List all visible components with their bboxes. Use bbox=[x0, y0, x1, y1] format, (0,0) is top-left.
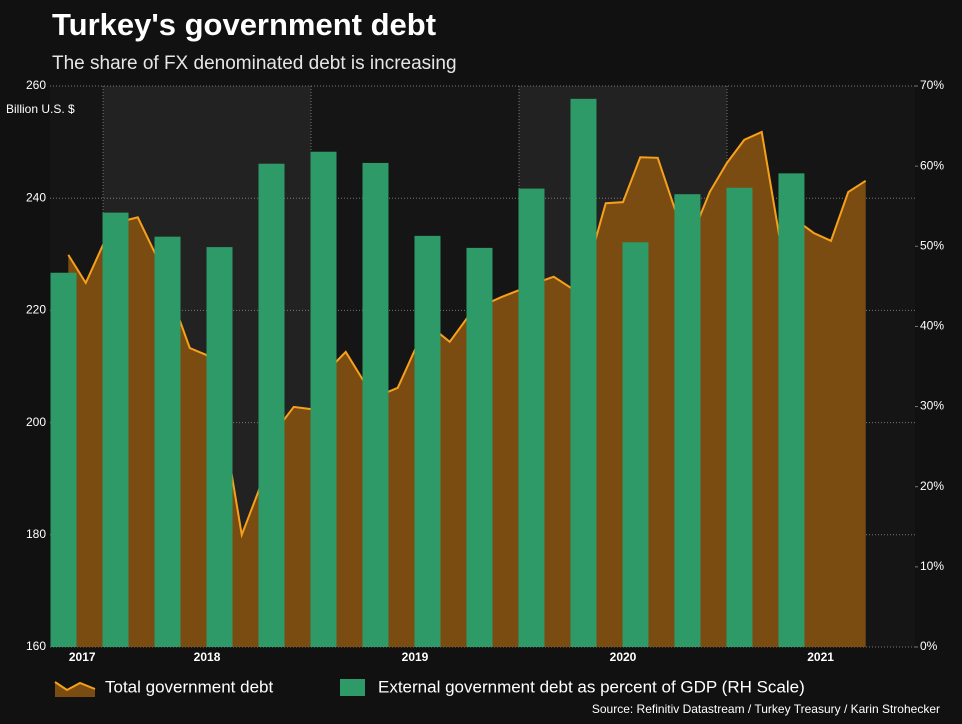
bar bbox=[102, 212, 129, 647]
y2-tick-label: 60% bbox=[920, 158, 944, 172]
bar bbox=[518, 188, 545, 647]
x-tick-label: 2018 bbox=[194, 650, 221, 664]
legend-swatch bbox=[340, 679, 365, 696]
bar bbox=[570, 98, 597, 647]
x-tick-label: 2021 bbox=[807, 650, 834, 664]
y2-tick-label: 0% bbox=[920, 639, 938, 653]
x-tick-label: 2019 bbox=[402, 650, 429, 664]
y2-tick-label: 10% bbox=[920, 559, 944, 573]
chart-title: Turkey's government debt bbox=[52, 7, 436, 42]
bar bbox=[154, 236, 181, 647]
y2-tick-label: 50% bbox=[920, 238, 944, 252]
bar bbox=[362, 162, 389, 648]
x-tick-label: 2020 bbox=[610, 650, 637, 664]
y-axis-label: Billion U.S. $ bbox=[6, 102, 75, 116]
x-tick-label: 2017 bbox=[69, 650, 96, 664]
bar bbox=[622, 242, 649, 647]
y-tick-label: 180 bbox=[26, 527, 46, 541]
marks bbox=[50, 98, 867, 648]
bar bbox=[414, 235, 441, 648]
legend-swatch-line bbox=[54, 681, 96, 692]
y2-tick-label: 40% bbox=[920, 319, 944, 333]
y2-tick-label: 20% bbox=[920, 479, 944, 493]
y-tick-label: 200 bbox=[26, 415, 46, 429]
legend-label: Total government debt bbox=[105, 677, 273, 696]
bar bbox=[778, 173, 805, 647]
bar bbox=[674, 194, 701, 647]
bar bbox=[466, 247, 493, 648]
y-tick-label: 240 bbox=[26, 190, 46, 204]
bar bbox=[258, 163, 285, 647]
y-tick-label: 260 bbox=[26, 78, 46, 92]
legend-label: External government debt as percent of G… bbox=[378, 677, 805, 696]
bar bbox=[206, 247, 233, 647]
y2-tick-label: 30% bbox=[920, 399, 944, 413]
source: Source: Refinitiv Datastream / Turkey Tr… bbox=[592, 702, 940, 716]
y-tick-label: 160 bbox=[26, 639, 46, 653]
y-tick-label: 220 bbox=[26, 303, 46, 317]
y2-tick-label: 70% bbox=[920, 78, 944, 92]
bar bbox=[50, 272, 77, 647]
bar bbox=[726, 187, 753, 647]
chart-subtitle: The share of FX denominated debt is incr… bbox=[52, 53, 457, 74]
bar bbox=[310, 151, 337, 647]
